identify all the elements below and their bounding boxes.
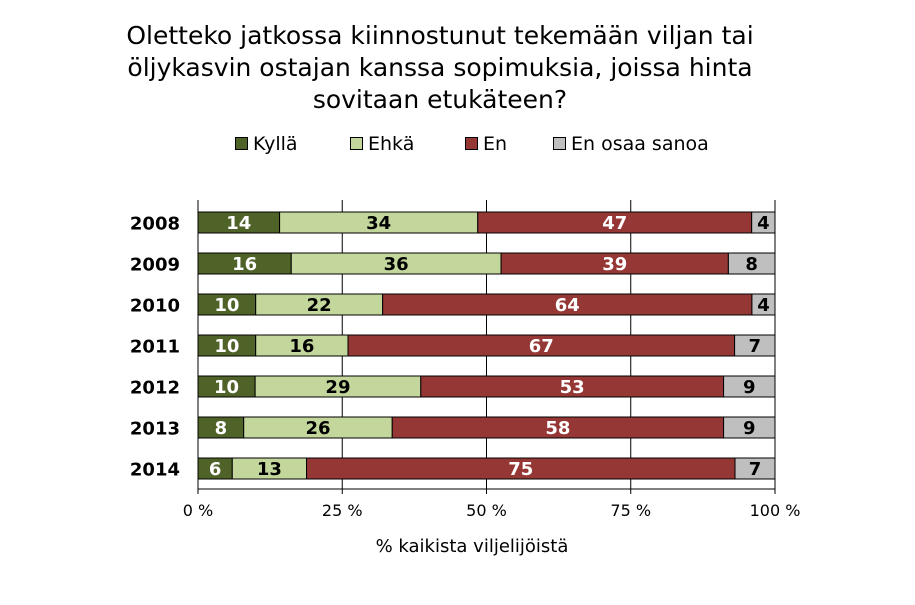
legend-label-en-osaa-sanoa: En osaa sanoa xyxy=(571,133,709,155)
legend-item-en: En xyxy=(465,132,507,156)
data-label-2010-en-osaa-sanoa: 4 xyxy=(757,295,770,316)
data-label-2009-en-osaa-sanoa: 8 xyxy=(745,254,758,275)
data-label-2010-kyllä: 10 xyxy=(214,295,239,316)
legend-label-kylla: Kyllä xyxy=(253,133,298,155)
chart-title: Oletteko jatkossa kiinnostunut tekemään … xyxy=(60,20,820,116)
data-label-2011-en: 67 xyxy=(529,336,554,357)
data-label-2008-en: 47 xyxy=(602,213,627,234)
y-category-label-2012: 2012 xyxy=(130,378,180,399)
legend-swatch-kylla xyxy=(235,136,248,150)
legend-swatch-ehka xyxy=(350,136,363,150)
data-label-2012-kyllä: 10 xyxy=(214,377,239,398)
legend-swatch-en-osaa-sanoa xyxy=(553,136,566,150)
data-label-2009-kyllä: 16 xyxy=(232,254,257,275)
data-label-2010-ehkä: 22 xyxy=(307,295,332,316)
data-label-2013-en: 58 xyxy=(545,418,570,439)
legend-item-kylla: Kyllä xyxy=(235,132,298,156)
data-label-2008-ehkä: 34 xyxy=(366,213,391,234)
x-tick-label-2: 50 % xyxy=(466,501,507,520)
bar-2013-en-osaa-sanoa xyxy=(723,416,776,439)
data-label-2012-en-osaa-sanoa: 9 xyxy=(743,377,756,398)
x-tick-label-3: 75 % xyxy=(610,501,651,520)
x-tick-label-1: 25 % xyxy=(322,501,363,520)
bar-2009-en-osaa-sanoa xyxy=(727,252,776,275)
data-label-2014-kyllä: 6 xyxy=(209,459,222,480)
data-label-2014-en: 75 xyxy=(508,459,533,480)
data-label-2013-kyllä: 8 xyxy=(215,418,228,439)
y-category-label-2011: 2011 xyxy=(130,337,180,358)
y-category-label-2013: 2013 xyxy=(130,419,180,440)
data-label-2011-ehkä: 16 xyxy=(289,336,314,357)
data-label-2008-kyllä: 14 xyxy=(226,213,251,234)
bar-2010-en-osaa-sanoa xyxy=(751,293,776,316)
chart-title-line-2: öljykasvin ostajan kanssa sopimuksia, jo… xyxy=(127,53,753,82)
bar-2012-en-osaa-sanoa xyxy=(723,375,776,398)
data-label-2011-kyllä: 10 xyxy=(214,336,239,357)
bar-2011-en-osaa-sanoa xyxy=(734,334,776,357)
chart-title-line-1: Oletteko jatkossa kiinnostunut tekemään … xyxy=(126,21,754,50)
legend-item-ehka: Ehkä xyxy=(350,132,414,156)
y-category-label-2010: 2010 xyxy=(130,296,180,317)
y-category-label-2009: 2009 xyxy=(130,255,180,276)
bars xyxy=(197,211,776,480)
data-label-2009-ehkä: 36 xyxy=(384,254,409,275)
y-category-label-2014: 2014 xyxy=(130,460,180,481)
legend-item-en-osaa-sanoa: En osaa sanoa xyxy=(553,132,709,156)
legend-label-en: En xyxy=(483,133,508,155)
bar-2014-en-osaa-sanoa xyxy=(734,457,776,480)
data-label-2008-en-osaa-sanoa: 4 xyxy=(757,213,770,234)
data-label-2012-ehkä: 29 xyxy=(325,377,350,398)
data-label-2014-en-osaa-sanoa: 7 xyxy=(749,459,762,480)
data-label-2013-en-osaa-sanoa: 9 xyxy=(743,418,756,439)
y-category-label-2008: 2008 xyxy=(130,214,180,235)
x-tick-label-0: 0 % xyxy=(183,501,213,520)
chart-title-line-3: sovitaan etukäteen? xyxy=(312,85,568,114)
data-label-2012-en: 53 xyxy=(560,377,585,398)
data-label-2011-en-osaa-sanoa: 7 xyxy=(749,336,762,357)
x-axis-title: % kaikista viljelijöistä xyxy=(375,536,569,557)
legend-swatch-en xyxy=(465,136,478,150)
bar-2008-en-osaa-sanoa xyxy=(751,211,776,234)
axes: 0 % 25 % 50 % 75 % 100 % 2008 2009 2010 2011 2012… xyxy=(130,200,801,520)
x-tick-label-4: 100 % xyxy=(750,501,801,520)
data-label-2010-en: 64 xyxy=(555,295,580,316)
data-label-2013-ehkä: 26 xyxy=(305,418,330,439)
labels: 14 34 47 416 36 39 810 22 64 410 16 67 710 29 53 98 26 58… xyxy=(209,213,770,480)
data-label-2014-ehkä: 13 xyxy=(257,459,282,480)
legend-label-ehka: Ehkä xyxy=(368,133,415,155)
data-label-2009-en: 39 xyxy=(602,254,627,275)
